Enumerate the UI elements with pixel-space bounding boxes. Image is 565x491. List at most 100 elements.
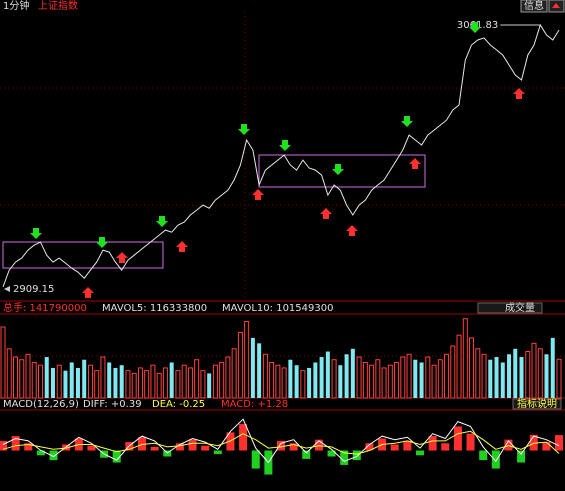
volume-bar [269, 361, 275, 399]
buy-arrow [176, 241, 188, 252]
info-button[interactable] [520, 0, 548, 13]
volume-bar [82, 359, 87, 398]
volume-bar [325, 351, 330, 398]
macd-bar [529, 434, 538, 451]
volume-bar [556, 358, 562, 399]
volume-bar [513, 348, 518, 398]
macd-bar [428, 436, 437, 451]
macd-bar [24, 443, 33, 451]
volume-bar [419, 362, 424, 398]
macd-bar [542, 442, 551, 451]
macd-bar [466, 433, 475, 451]
macd-bar [150, 446, 159, 451]
volume-bar [437, 359, 443, 399]
sell-arrow [238, 124, 250, 135]
volume-bar [400, 356, 406, 399]
volume-bar [331, 359, 337, 399]
buy-arrow [346, 225, 358, 236]
volume-bar [262, 353, 268, 399]
volume-bar [494, 357, 499, 398]
macd-bar [441, 443, 450, 451]
volume-button-label[interactable]: 成交量 [505, 301, 535, 314]
macd-title: MACD(12,26,9) [3, 399, 79, 410]
macd-bar [0, 440, 7, 451]
indicator-button-label[interactable]: 指标说明 [517, 397, 557, 410]
volume-bar [450, 345, 456, 399]
volume-bar [375, 359, 381, 399]
macd-bar [504, 439, 513, 451]
macd-bar [213, 450, 222, 455]
macd-bar [453, 426, 462, 451]
volume-bar [462, 318, 468, 399]
index-name: 上证指数 [38, 0, 78, 12]
macd-bar [49, 450, 58, 461]
macd-bar [289, 443, 298, 451]
volume-bar [56, 364, 62, 399]
volume-bar [350, 348, 355, 398]
macd-bar [365, 443, 374, 451]
macd-bar [555, 435, 563, 451]
volume-bar [313, 362, 318, 398]
volume-bar [37, 364, 43, 399]
range-box [2, 241, 164, 269]
indicator-button[interactable] [512, 398, 562, 410]
macd-bar [138, 437, 146, 451]
macd-bar [390, 444, 399, 451]
volume-bar [44, 357, 49, 398]
macd-bar [479, 450, 488, 461]
info-button-label[interactable]: 信息 [524, 0, 544, 12]
volume-bar [125, 370, 131, 399]
volume-bar [50, 367, 55, 398]
volume-bar [156, 372, 162, 399]
sell-arrow [401, 116, 413, 127]
volume-bar [187, 367, 193, 399]
sell-arrow [156, 216, 168, 227]
diff-line [2, 418, 560, 464]
volume-bar [356, 356, 362, 399]
sell-arrow [279, 140, 291, 151]
macd-bar [36, 450, 45, 456]
volume-bar [394, 361, 400, 399]
volume-bar [231, 348, 237, 399]
volume-total: 总手: 141790000 [3, 301, 87, 314]
volume-bar [12, 356, 18, 399]
volume-bar [119, 365, 124, 398]
low-label: 2909.15 [13, 284, 54, 295]
volume-bar [338, 365, 343, 398]
volume-bar [144, 370, 150, 399]
price-line [2, 23, 560, 288]
volume-bar [175, 370, 181, 399]
volume-bar [444, 353, 450, 399]
volume-bar [87, 364, 93, 399]
volume-bar [63, 370, 68, 398]
sell-arrow [30, 228, 42, 239]
volume-bar [288, 359, 293, 398]
macd-bar [175, 443, 184, 451]
macd-bar [340, 450, 349, 465]
volume-button[interactable] [477, 302, 543, 314]
volume-bar [250, 337, 255, 398]
buy-arrow [116, 252, 128, 263]
macd-bar [11, 436, 20, 451]
volume-bar [294, 365, 299, 398]
macd-bar [277, 440, 285, 451]
sell-arrow [469, 22, 481, 33]
range-box [258, 154, 426, 188]
macd-bar [403, 440, 412, 451]
macd-bar [491, 450, 500, 469]
volume-bar [237, 331, 243, 399]
volume-bar [225, 356, 231, 399]
volume-bar [107, 362, 112, 398]
volume-bar [113, 367, 118, 398]
volume-bar [69, 362, 74, 398]
volume-bar [19, 359, 25, 399]
volume-bar [169, 362, 174, 398]
volume-bar [212, 364, 218, 399]
macd-label: MACD: +1.28 [221, 399, 288, 410]
volume-bar [31, 361, 37, 399]
sell-arrow [96, 237, 108, 248]
volume-bar [344, 354, 349, 398]
volume-bar [181, 364, 187, 399]
